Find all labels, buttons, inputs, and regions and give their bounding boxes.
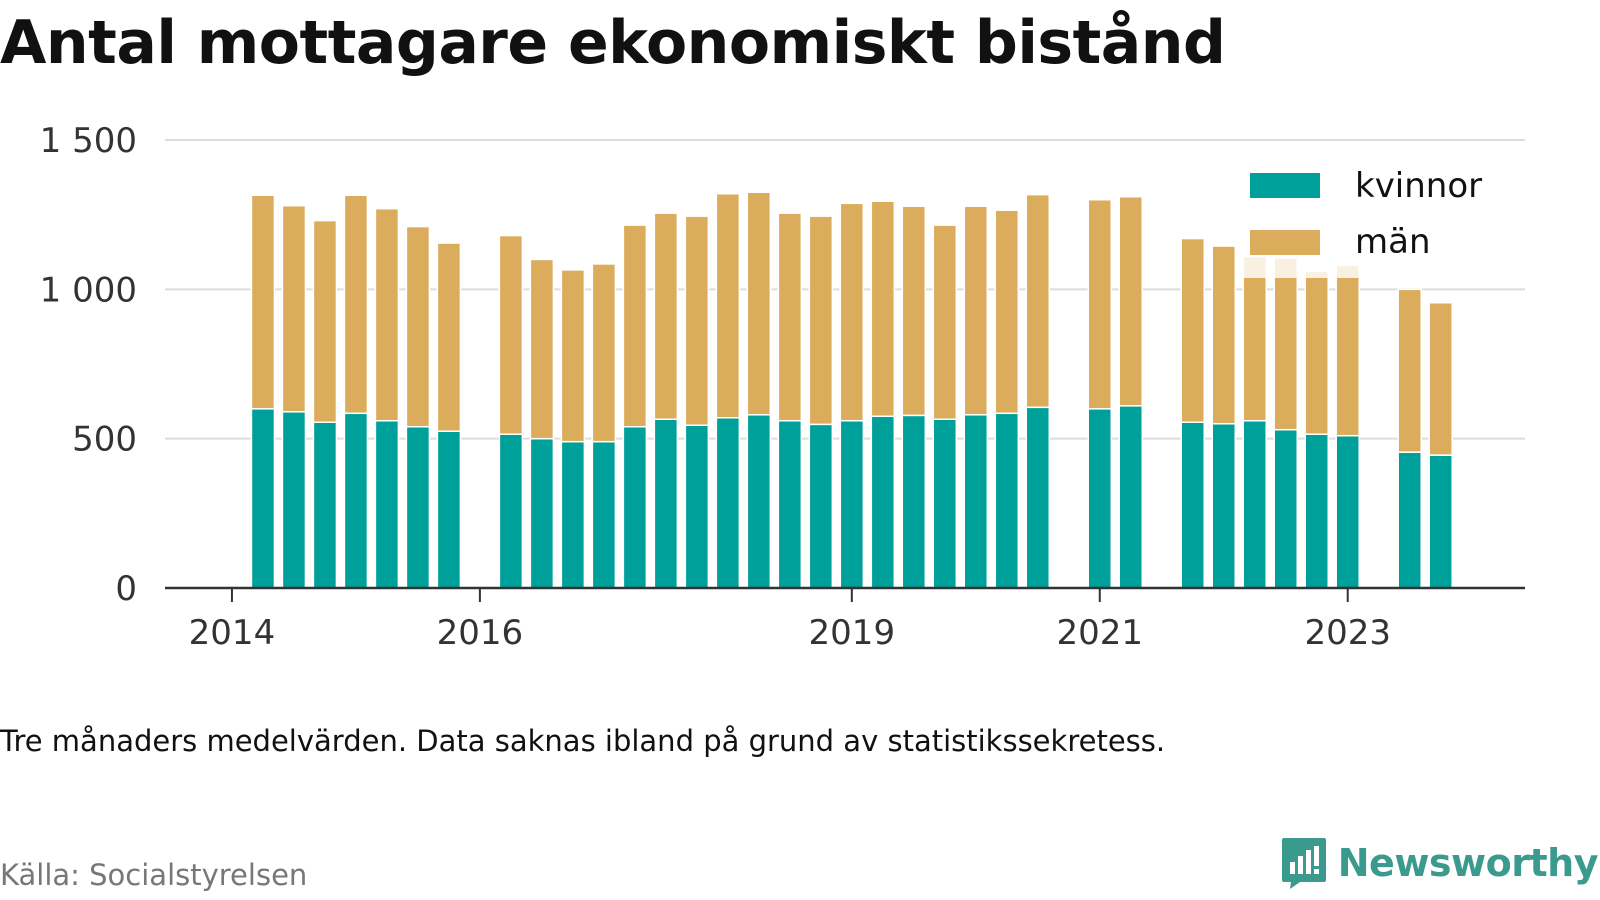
- bar-chart: 0 500 1 000 1 500 2014 2016 2019 2021 2023 kvinn…: [40, 121, 1525, 653]
- bar-segment-man: [1025, 193, 1051, 409]
- bar-segment-kvinnor: [374, 419, 400, 589]
- source-text: Källa: Socialstyrelsen: [0, 858, 308, 892]
- bar-segment-kvinnor: [808, 423, 834, 589]
- bar-segment-kvinnor: [653, 418, 679, 589]
- bar-segment-man: [1242, 255, 1267, 422]
- x-tick-label: 2021: [1057, 613, 1144, 653]
- bar-segment-kvinnor: [1180, 421, 1205, 589]
- bar-segment-kvinnor: [1428, 454, 1453, 589]
- bar-segment-kvinnor: [1273, 428, 1298, 589]
- bar-segment-kvinnor: [529, 437, 555, 589]
- bar-segment-man: [1335, 264, 1360, 437]
- bar-segment-kvinnor: [250, 408, 276, 589]
- bar-segment-man: [436, 242, 462, 432]
- bar-segment-kvinnor: [746, 414, 772, 589]
- bar-segment-man: [653, 212, 679, 421]
- bar-segment-kvinnor: [715, 417, 741, 589]
- bar-segment-man: [374, 207, 400, 422]
- bar-segment-man: [684, 215, 710, 426]
- bar-segment-kvinnor: [1025, 406, 1051, 589]
- legend-swatch-man: [1250, 230, 1320, 255]
- bar-segment-man: [312, 219, 338, 423]
- bar-segment-man: [281, 204, 307, 413]
- bar-segment-kvinnor: [901, 414, 927, 589]
- legend: kvinnor män: [1235, 158, 1495, 278]
- bar-segment-man: [1211, 245, 1236, 425]
- bar-segment-man: [529, 258, 555, 440]
- legend-label-kvinnor: kvinnor: [1355, 166, 1482, 206]
- y-tick-label: 1 500: [40, 121, 137, 161]
- chart-note: Tre månaders medelvärden. Data saknas ib…: [0, 724, 1166, 758]
- bar-segment-man: [901, 205, 927, 417]
- x-tick-label: 2023: [1304, 613, 1391, 653]
- bar-segment-kvinnor: [1397, 451, 1422, 589]
- bar-segment-kvinnor: [684, 424, 710, 589]
- bar-segment-man: [808, 215, 834, 426]
- bar-segment-kvinnor: [870, 415, 896, 589]
- bar-segment-man: [870, 200, 896, 418]
- x-tick-label: 2014: [189, 613, 276, 653]
- bar-segment-man: [777, 212, 803, 422]
- y-tick-label: 500: [72, 420, 137, 460]
- bar-segment-man: [963, 205, 989, 416]
- bar-segment-kvinnor: [932, 418, 958, 589]
- bar-segment-kvinnor: [436, 430, 462, 589]
- bar-segment-kvinnor: [1304, 433, 1329, 589]
- bar-segment-kvinnor: [1242, 419, 1267, 589]
- bar-segment-man: [591, 263, 617, 443]
- bar-segment-man: [1428, 302, 1453, 456]
- brand-name: Newsworthy: [1337, 841, 1599, 885]
- bar-segment-kvinnor: [591, 440, 617, 589]
- x-tick-label: 2019: [809, 613, 896, 653]
- y-tick-label: 0: [115, 569, 137, 609]
- axes: 0 500 1 000 1 500 2014 2016 2019 2021 2023: [40, 121, 1525, 653]
- bar-segment-man: [1087, 198, 1113, 410]
- bar-segment-man: [1118, 195, 1144, 407]
- brand-logo: Newsworthy: [1280, 836, 1599, 890]
- bar-segment-man: [1273, 257, 1298, 431]
- bar-segment-man: [498, 234, 524, 435]
- bar-segment-kvinnor: [343, 412, 369, 589]
- bar-segment-kvinnor: [1335, 434, 1360, 589]
- y-tick-label: 1 000: [40, 270, 137, 310]
- bar-segment-kvinnor: [1211, 422, 1236, 589]
- bar-segment-kvinnor: [839, 419, 865, 589]
- bar-segment-man: [343, 194, 369, 415]
- bar-segment-kvinnor: [994, 412, 1020, 589]
- bar-segment-man: [250, 194, 276, 410]
- bar-segment-kvinnor: [281, 411, 307, 589]
- bar-segment-man: [839, 202, 865, 422]
- bar-segment-man: [1180, 237, 1205, 423]
- legend-label-man: män: [1355, 222, 1431, 262]
- bar-segment-man: [715, 193, 741, 419]
- bar-segment-kvinnor: [1118, 405, 1144, 589]
- legend-swatch-kvinnor: [1250, 173, 1320, 198]
- bar-segment-man: [1304, 270, 1329, 435]
- bar-segment-kvinnor: [963, 414, 989, 589]
- bar-segment-kvinnor: [312, 421, 338, 589]
- bar-segment-kvinnor: [1087, 408, 1113, 589]
- bar-segment-man: [560, 269, 586, 443]
- bar-segment-kvinnor: [405, 425, 431, 589]
- bar-segment-kvinnor: [622, 425, 648, 589]
- bar-segment-kvinnor: [498, 433, 524, 589]
- bar-segment-man: [622, 224, 648, 428]
- bar-segment-man: [994, 209, 1020, 415]
- bar-segment-kvinnor: [560, 440, 586, 589]
- bar-segment-man: [932, 224, 958, 421]
- chart-title: Antal mottagare ekonomiskt bistånd: [0, 8, 1226, 78]
- bar-segment-man: [405, 225, 431, 428]
- bar-segment-man: [746, 191, 772, 416]
- bar-segment-kvinnor: [777, 419, 803, 589]
- newsworthy-chart-bubble-icon: [1281, 838, 1326, 889]
- bar-segment-man: [1397, 288, 1422, 453]
- x-tick-label: 2016: [437, 613, 524, 653]
